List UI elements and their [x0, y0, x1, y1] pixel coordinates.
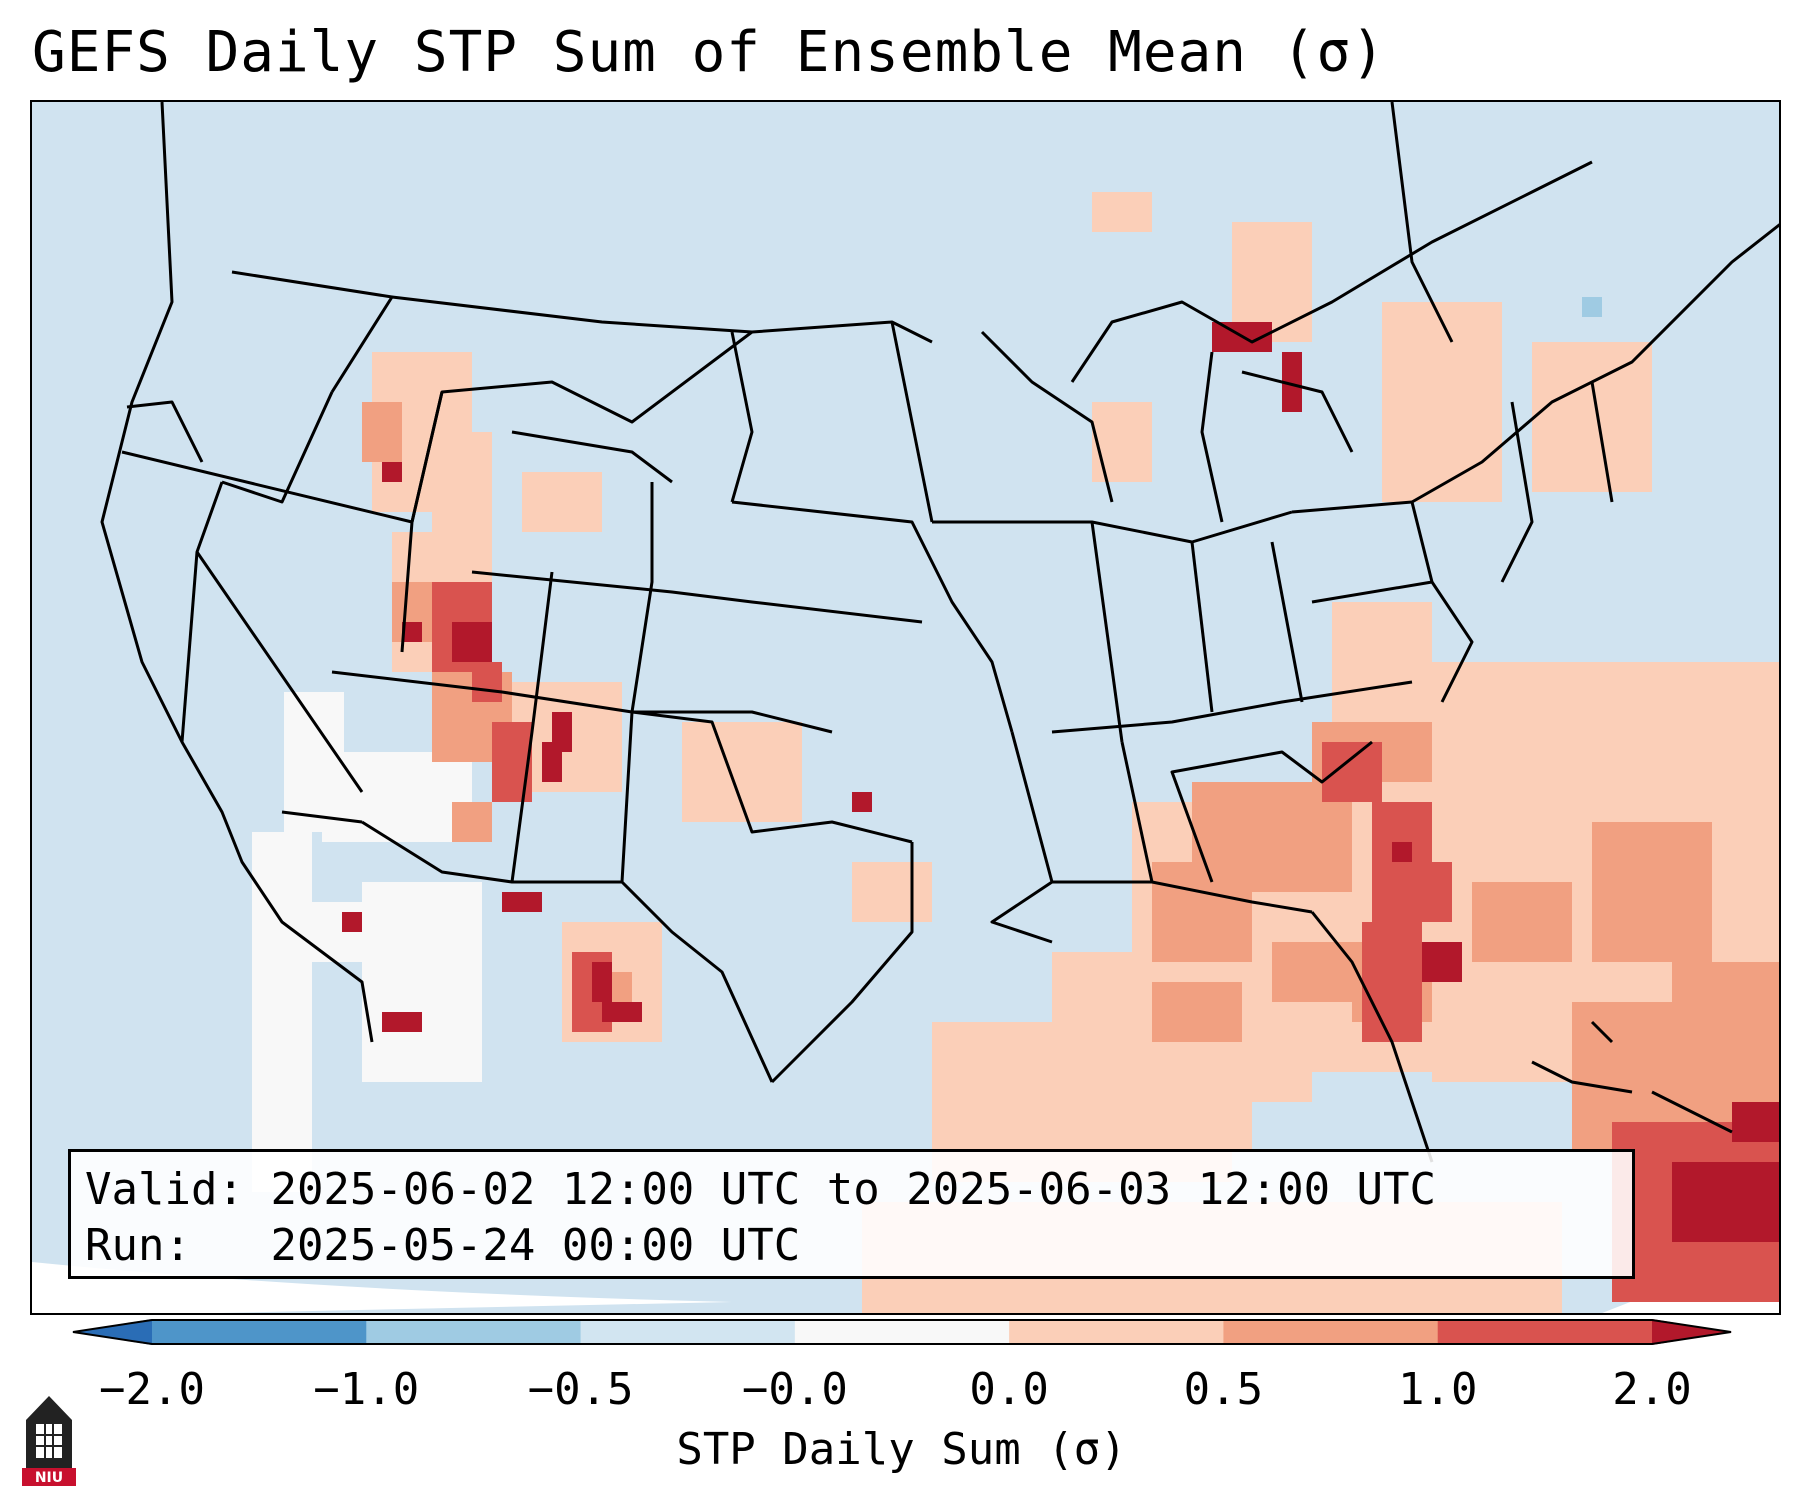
colorbar-tick-label: 1.0: [1397, 1364, 1478, 1415]
valid-run-info-box: Valid: 2025-06-02 12:00 UTC to 2025-06-0…: [68, 1149, 1635, 1279]
colorbar-tick-label: 2.0: [1612, 1364, 1692, 1415]
colorbar-bin: [1009, 1319, 1224, 1345]
colorbar-bin: [1437, 1319, 1653, 1345]
valid-label: Valid:: [85, 1164, 244, 1215]
map-edge-left: [32, 1262, 732, 1313]
run-value: 2025-05-24 00:00 UTC: [270, 1220, 801, 1271]
neutral-areas: [252, 692, 482, 1192]
colorbar-extend-high: [1652, 1319, 1732, 1345]
logo-banner: [22, 1468, 76, 1486]
niu-logo: NIU: [22, 1396, 76, 1486]
colorbar-outline: [72, 1319, 1732, 1345]
stp-level-0-0.5: [372, 192, 1779, 1313]
valid-value: 2025-06-02 12:00 UTC to 2025-06-03 12:00…: [270, 1164, 1437, 1215]
colorbar-tick-label: −2.0: [99, 1364, 205, 1415]
colorbar-tick-label: −1.0: [313, 1364, 420, 1415]
chart-title: GEFS Daily STP Sum of Ensemble Mean (σ): [32, 20, 1386, 85]
colorbar-tick-label: −0.5: [527, 1364, 634, 1415]
colorbar-bin: [366, 1319, 582, 1345]
run-label: Run:: [85, 1220, 191, 1271]
colorbar-bin: [152, 1319, 367, 1345]
map-panel: Valid: 2025-06-02 12:00 UTC to 2025-06-0…: [30, 100, 1781, 1315]
colorbar-tick-label: 0.0: [969, 1364, 1049, 1415]
colorbar: [72, 1319, 1732, 1345]
colorbar-bin: [580, 1319, 796, 1345]
colorbar-bin: [794, 1319, 1010, 1345]
state-borders: [100, 102, 1779, 1163]
map-canvas: [32, 102, 1779, 1313]
stp-negative-cell: [1582, 297, 1602, 317]
logo-text: NIU: [35, 1470, 63, 1486]
caribbean-islands: [1531, 1020, 1733, 1134]
colorbar-label: STP Daily Sum (σ): [676, 1424, 1127, 1475]
stp-level-above-2.0: [342, 322, 1779, 1242]
colorbar-bin: [1223, 1319, 1439, 1345]
logo-window-icon: [36, 1424, 62, 1458]
colorbar-extend-low: [72, 1319, 152, 1345]
colorbar-tick-label: −0.0: [741, 1364, 848, 1415]
colorbar-tick-label: 0.5: [1183, 1364, 1264, 1415]
